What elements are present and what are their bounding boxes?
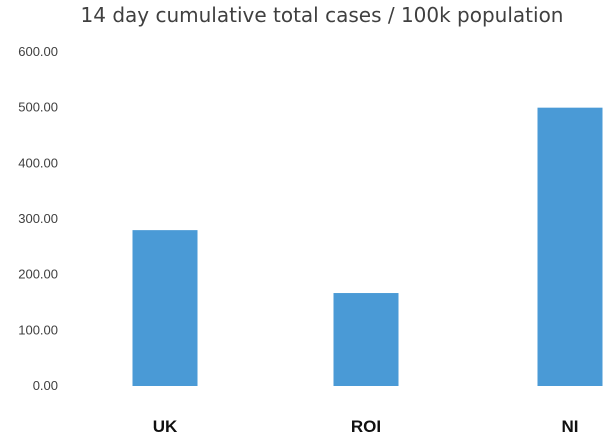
y-tick-label: 400.00	[18, 155, 58, 170]
y-tick-label: 500.00	[18, 100, 58, 115]
y-tick-label: 0.00	[33, 378, 58, 393]
bar-roi	[333, 293, 399, 386]
y-tick-label: 200.00	[18, 267, 58, 282]
bar-ni	[537, 107, 603, 387]
chart-title: 14 day cumulative total cases / 100k pop…	[81, 3, 564, 27]
bars-group	[132, 107, 603, 387]
bar-uk	[132, 230, 198, 386]
x-tick-label-roi: ROI	[351, 417, 381, 436]
x-tick-label-uk: UK	[153, 417, 178, 436]
y-tick-label: 300.00	[18, 211, 58, 226]
y-tick-label: 600.00	[18, 44, 58, 59]
y-tick-label: 100.00	[18, 322, 58, 337]
y-axis-ticks: 0.00 100.00 200.00 300.00 400.00 500.00 600.00	[18, 44, 58, 393]
x-tick-label-ni: NI	[562, 417, 579, 436]
x-axis-ticks: UK ROI NI	[153, 417, 579, 436]
